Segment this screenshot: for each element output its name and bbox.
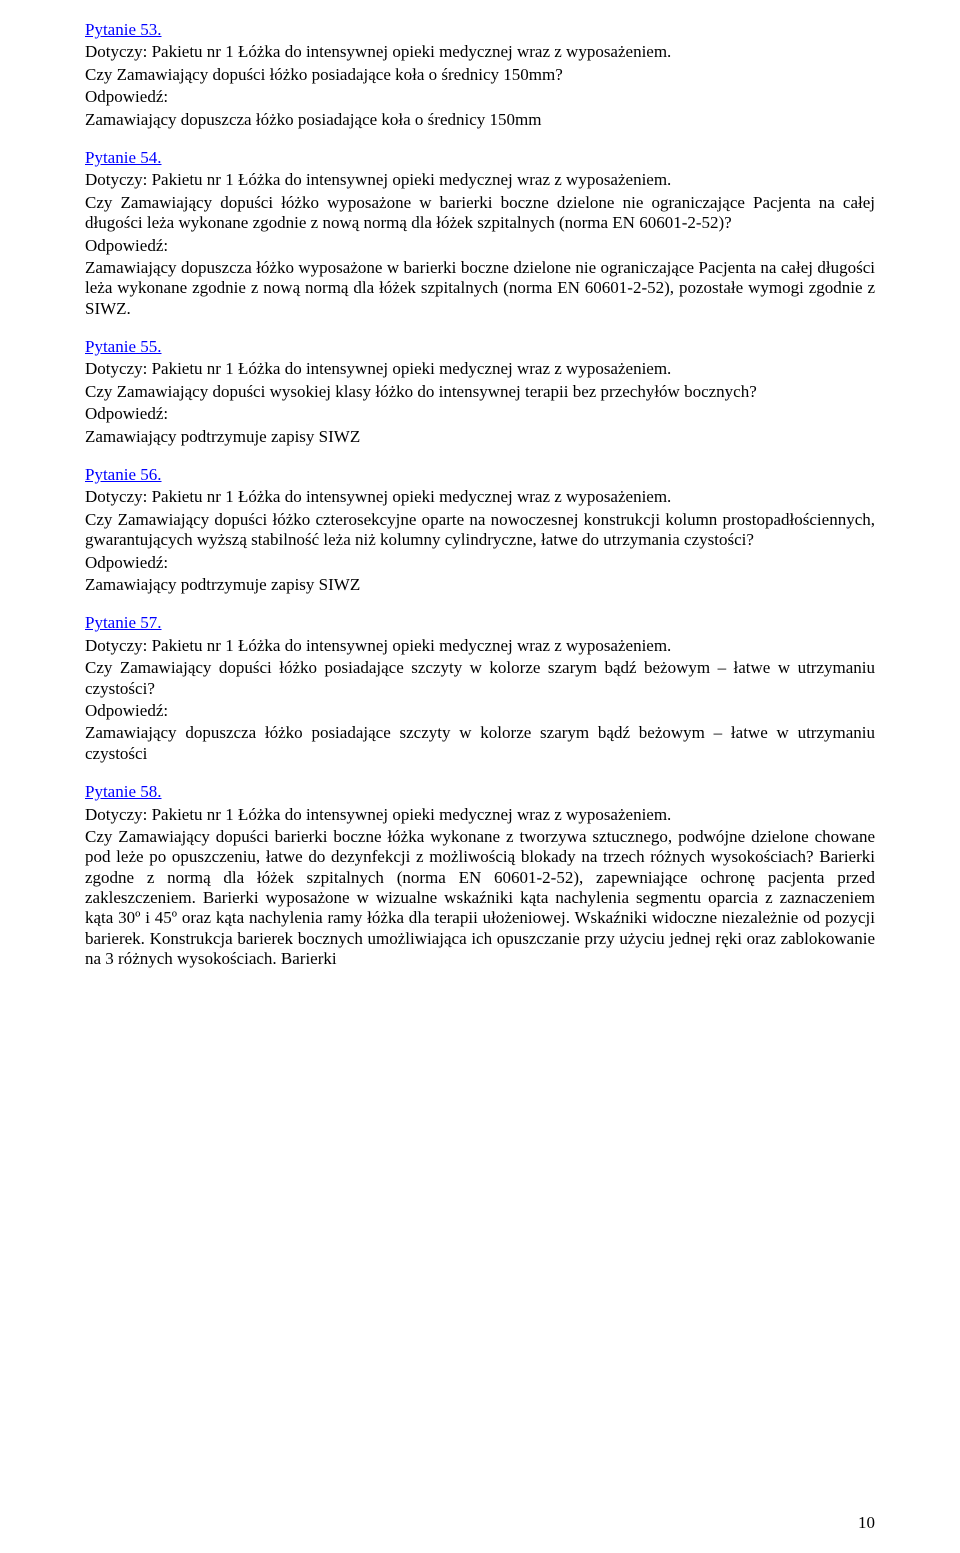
answer-text: Zamawiający dopuszcza łóżko wyposażone w… <box>85 258 875 319</box>
question-label: Pytanie 54. <box>85 148 875 168</box>
answer-text: Zamawiający podtrzymuje zapisy SIWZ <box>85 427 875 447</box>
document-page: Pytanie 53. Dotyczy: Pakietu nr 1 Łóżka … <box>0 0 960 1553</box>
answer-label: Odpowiedź: <box>85 236 875 256</box>
question-label: Pytanie 56. <box>85 465 875 485</box>
question-label: Pytanie 53. <box>85 20 875 40</box>
question-text: Czy Zamawiający dopuści łóżko posiadając… <box>85 65 875 85</box>
question-block-54: Pytanie 54. Dotyczy: Pakietu nr 1 Łóżka … <box>85 148 875 319</box>
question-label: Pytanie 55. <box>85 337 875 357</box>
subject-text: Dotyczy: Pakietu nr 1 Łóżka do intensywn… <box>85 170 875 190</box>
question-label: Pytanie 57. <box>85 613 875 633</box>
question-block-55: Pytanie 55. Dotyczy: Pakietu nr 1 Łóżka … <box>85 337 875 447</box>
question-block-58: Pytanie 58. Dotyczy: Pakietu nr 1 Łóżka … <box>85 782 875 970</box>
answer-label: Odpowiedź: <box>85 701 875 721</box>
question-text: Czy Zamawiający dopuści łóżko posiadając… <box>85 658 875 699</box>
question-block-53: Pytanie 53. Dotyczy: Pakietu nr 1 Łóżka … <box>85 20 875 130</box>
page-number: 10 <box>858 1513 875 1533</box>
question-block-56: Pytanie 56. Dotyczy: Pakietu nr 1 Łóżka … <box>85 465 875 595</box>
answer-label: Odpowiedź: <box>85 87 875 107</box>
answer-text: Zamawiający dopuszcza łóżko posiadające … <box>85 723 875 764</box>
question-block-57: Pytanie 57. Dotyczy: Pakietu nr 1 Łóżka … <box>85 613 875 764</box>
answer-text: Zamawiający podtrzymuje zapisy SIWZ <box>85 575 875 595</box>
question-text: Czy Zamawiający dopuści wysokiej klasy ł… <box>85 382 875 402</box>
question-text: Czy Zamawiający dopuści łóżko wyposażone… <box>85 193 875 234</box>
answer-label: Odpowiedź: <box>85 553 875 573</box>
question-text: Czy Zamawiający dopuści łóżko czterosekc… <box>85 510 875 551</box>
subject-text: Dotyczy: Pakietu nr 1 Łóżka do intensywn… <box>85 636 875 656</box>
subject-text: Dotyczy: Pakietu nr 1 Łóżka do intensywn… <box>85 359 875 379</box>
subject-text: Dotyczy: Pakietu nr 1 Łóżka do intensywn… <box>85 42 875 62</box>
question-label: Pytanie 58. <box>85 782 875 802</box>
question-text: Czy Zamawiający dopuści barierki boczne … <box>85 827 875 970</box>
subject-text: Dotyczy: Pakietu nr 1 Łóżka do intensywn… <box>85 805 875 825</box>
answer-label: Odpowiedź: <box>85 404 875 424</box>
subject-text: Dotyczy: Pakietu nr 1 Łóżka do intensywn… <box>85 487 875 507</box>
answer-text: Zamawiający dopuszcza łóżko posiadające … <box>85 110 875 130</box>
